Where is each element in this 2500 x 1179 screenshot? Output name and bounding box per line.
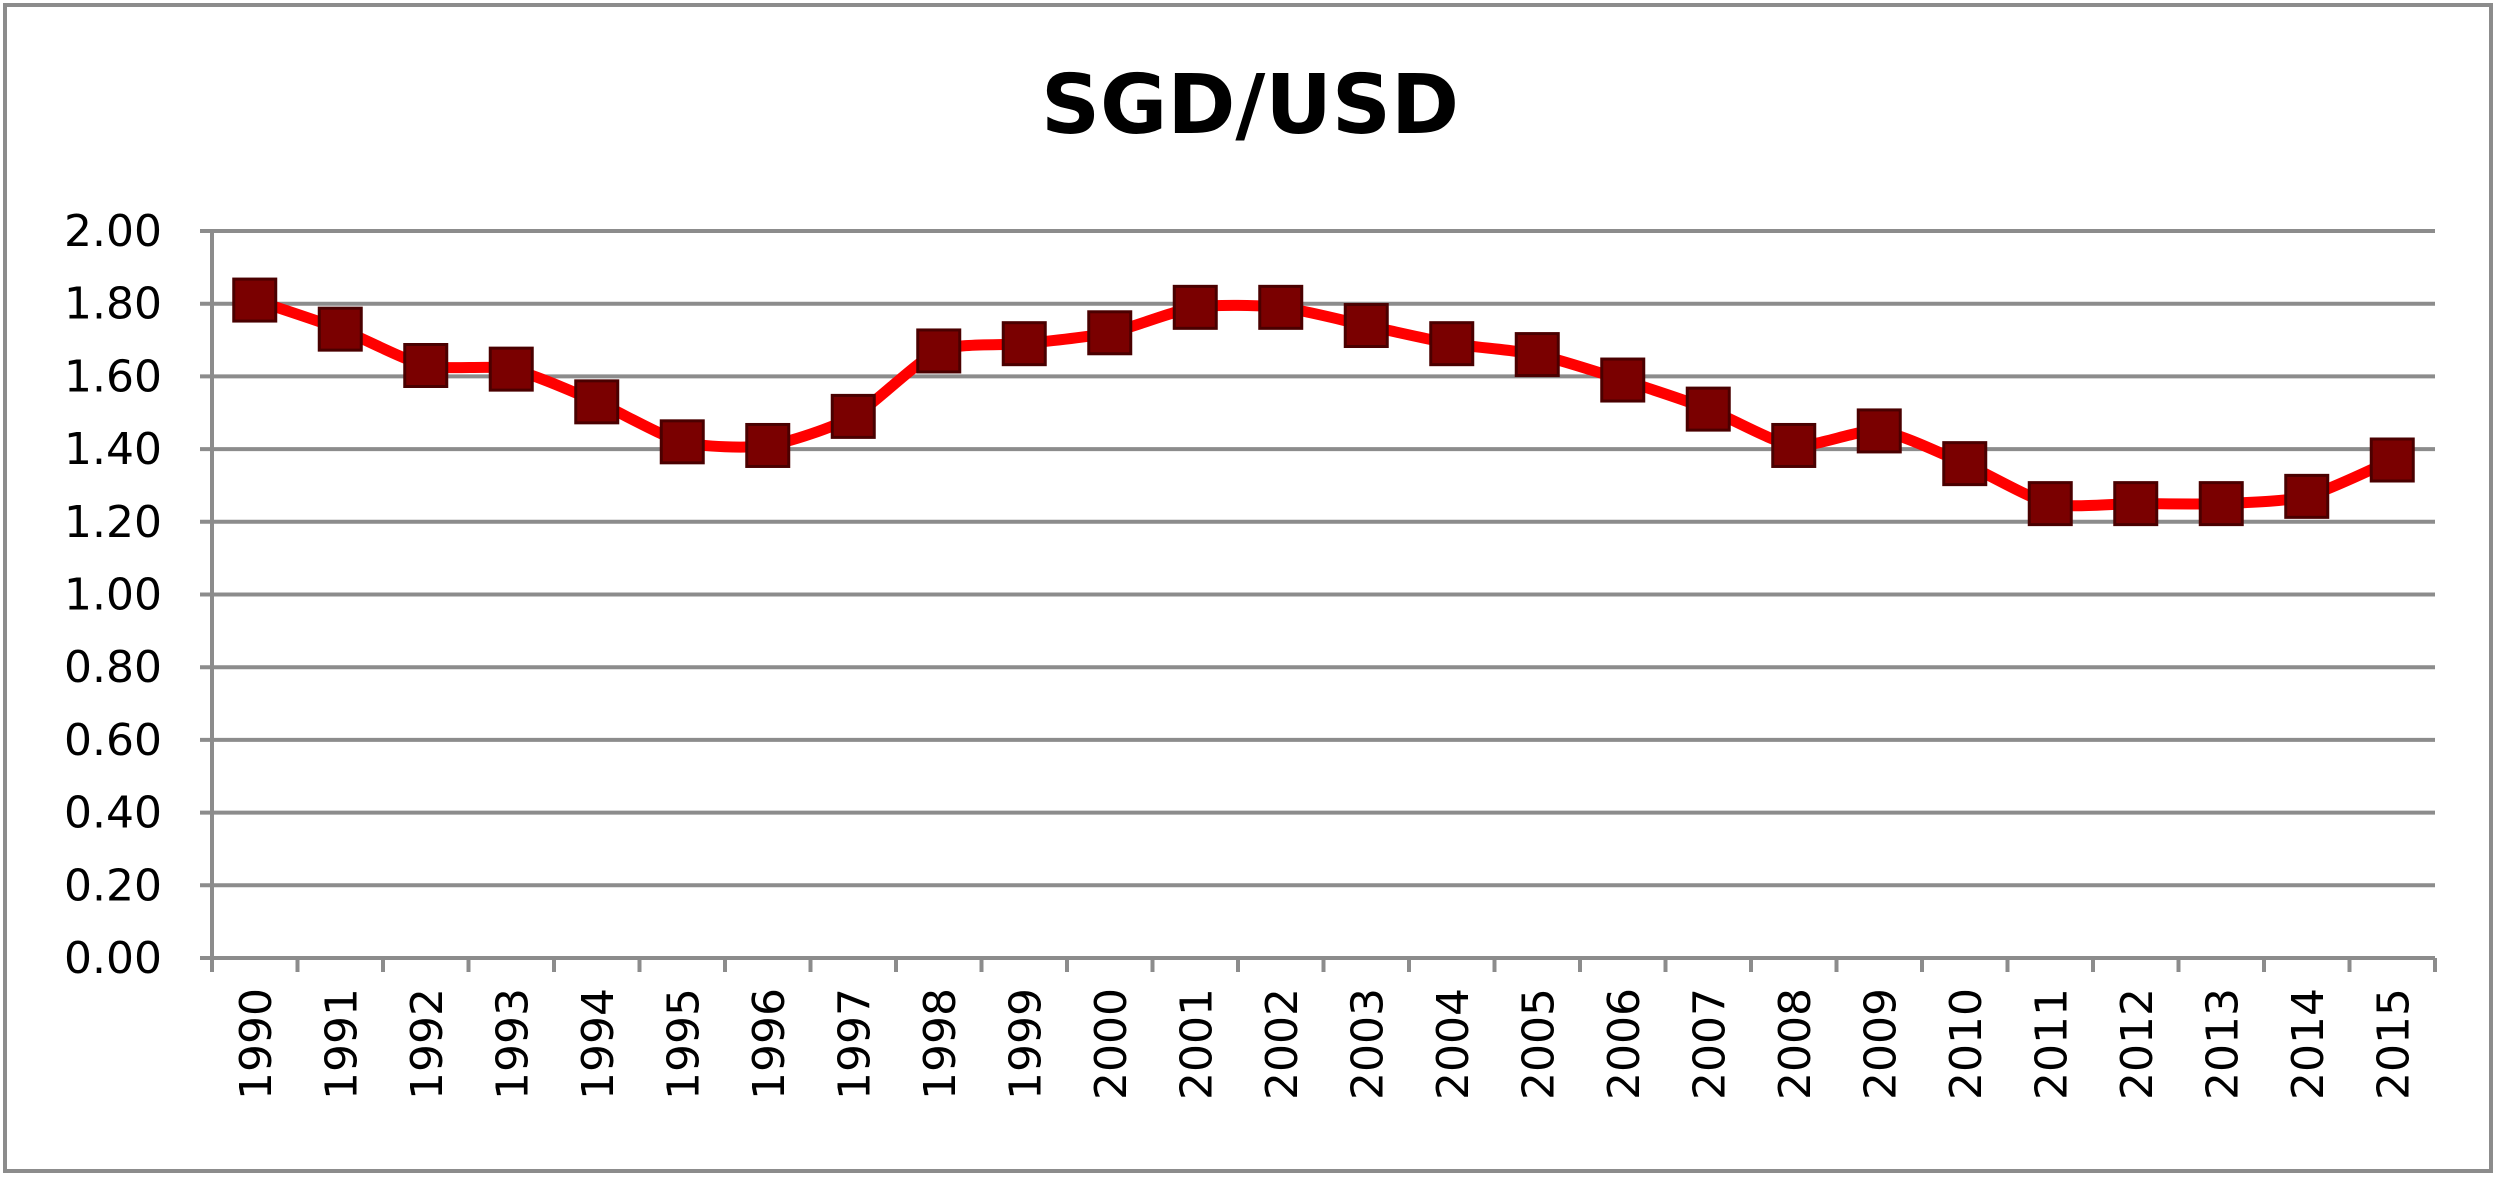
data-point-marker	[1343, 303, 1389, 349]
x-tick-label: 2009	[1855, 988, 1906, 1100]
data-point-marker	[574, 379, 620, 425]
data-point-marker	[745, 422, 791, 468]
x-tick-label: 2013	[2197, 988, 2248, 1100]
y-tick-label: 1.20	[64, 497, 162, 548]
x-tick-label: 2015	[2368, 988, 2419, 1100]
data-point-marker	[659, 419, 705, 465]
y-tick-label: 0.20	[64, 860, 162, 911]
data-series	[232, 277, 2415, 527]
data-point-marker	[317, 306, 363, 352]
data-point-marker	[488, 346, 534, 392]
x-tick-label: 2011	[2026, 988, 2077, 1100]
y-tick-label: 1.60	[64, 351, 162, 402]
data-point-marker	[2113, 481, 2159, 527]
data-point-marker	[1172, 284, 1218, 330]
x-tick-label: 2014	[2283, 988, 2334, 1100]
y-tick-label: 0.60	[64, 715, 162, 766]
gridlines	[200, 229, 2435, 960]
data-point-marker	[1001, 321, 1047, 367]
data-point-marker	[830, 393, 876, 439]
x-tick-label: 2003	[1342, 988, 1393, 1100]
x-tick-label: 1991	[316, 988, 367, 1100]
x-tick-label: 1997	[829, 988, 880, 1100]
data-point-marker	[1087, 310, 1133, 356]
y-tick-label: 0.80	[64, 642, 162, 693]
data-point-marker	[1514, 332, 1560, 378]
x-tick-label: 1995	[658, 988, 709, 1100]
x-tick-label: 1999	[1000, 988, 1051, 1100]
y-axis-tick-labels: 0.00 0.20 0.40 0.60 0.80 1.00 1.20 1.40 1.60 1.80…	[64, 206, 162, 984]
x-tick-label: 2010	[1941, 988, 1992, 1100]
y-tick-label: 1.40	[64, 424, 162, 475]
x-tick-label: 1998	[915, 988, 966, 1100]
x-tick-label: 2007	[1684, 988, 1735, 1100]
y-tick-label: 1.00	[64, 570, 162, 621]
x-tick-label: 1996	[744, 988, 795, 1100]
x-tick-label: 2008	[1770, 988, 1821, 1100]
y-tick-label: 2.00	[64, 206, 162, 257]
data-point-marker	[2369, 437, 2415, 483]
x-tick-label: 1992	[402, 988, 453, 1100]
data-point-marker	[2027, 481, 2073, 527]
x-tick-label: 2004	[1428, 988, 1479, 1100]
data-point-marker	[1600, 357, 1646, 403]
data-point-marker	[1771, 422, 1817, 468]
x-tick-label: 2000	[1086, 988, 1137, 1100]
data-point-marker	[1685, 386, 1731, 432]
data-point-marker	[1429, 321, 1475, 367]
x-tick-label: 1990	[231, 988, 282, 1100]
x-tick-label: 2006	[1599, 988, 1650, 1100]
x-tick-label: 2012	[2112, 988, 2163, 1100]
x-tick-label: 2002	[1257, 988, 1308, 1100]
x-tick-label: 2001	[1171, 988, 1222, 1100]
data-point-marker	[1856, 408, 1902, 454]
y-tick-label: 1.80	[64, 279, 162, 330]
data-point-marker	[1942, 441, 1988, 487]
y-tick-label: 0.40	[64, 788, 162, 839]
data-point-marker	[403, 342, 449, 388]
data-point-marker	[1258, 284, 1304, 330]
data-point-marker	[232, 277, 278, 323]
axes	[210, 231, 2437, 972]
chart-frame	[3, 3, 2493, 1173]
y-tick-label: 0.00	[64, 933, 162, 984]
x-tick-label: 2005	[1513, 988, 1564, 1100]
x-axis-tick-labels: 1990 1991 1992 1993 1994 1995 1996 1997 1998 1999…	[231, 988, 2420, 1100]
data-point-marker	[916, 328, 962, 374]
data-point-marker	[2284, 473, 2330, 519]
chart-title: SGD/USD	[1040, 58, 1460, 153]
x-tick-label: 1994	[573, 988, 624, 1100]
x-tick-label: 1993	[487, 988, 538, 1100]
data-point-marker	[2198, 481, 2244, 527]
